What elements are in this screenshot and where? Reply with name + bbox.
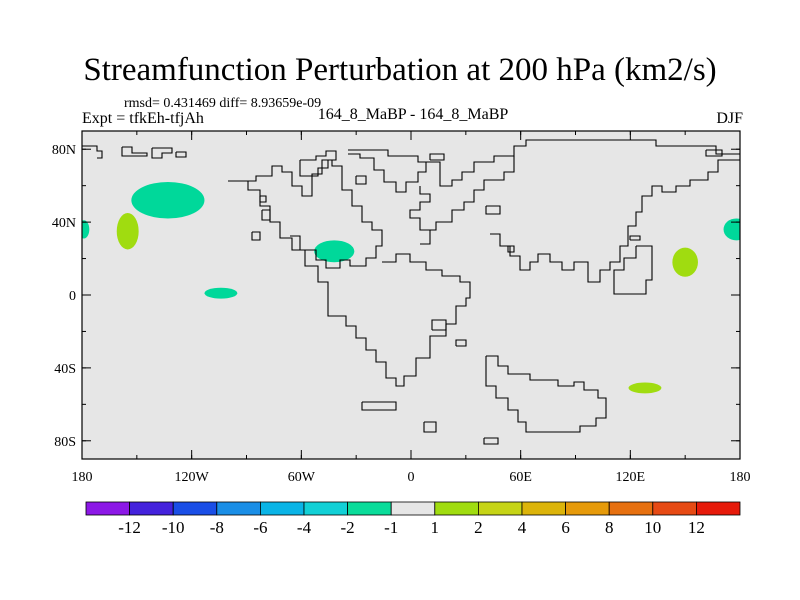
coastline-segment bbox=[82, 145, 103, 159]
colorbar-box bbox=[696, 501, 741, 516]
tick-layer bbox=[81, 131, 741, 459]
x-tick-label: 60W bbox=[288, 470, 316, 485]
case-label: 164_8_MaBP - 164_8_MaBP bbox=[317, 106, 509, 123]
coastline-segment bbox=[483, 437, 499, 445]
season-label: DJF bbox=[716, 110, 743, 127]
coastline-segment bbox=[299, 150, 337, 177]
colorbar-box bbox=[477, 501, 523, 516]
coastline-segment bbox=[121, 146, 148, 157]
coastline-segment bbox=[175, 151, 187, 158]
colorbar-box bbox=[347, 501, 392, 516]
colorbar-label: -10 bbox=[162, 518, 185, 537]
x-tick-label: 0 bbox=[408, 470, 415, 485]
coastline-segment bbox=[629, 235, 641, 241]
anomaly-e-edge-negative bbox=[723, 218, 740, 241]
coastline-segment bbox=[455, 339, 467, 347]
coastline-segment bbox=[705, 149, 723, 157]
colorbar-label: 12 bbox=[688, 518, 705, 537]
colorbar-box bbox=[565, 501, 610, 516]
coastline-segment bbox=[485, 205, 501, 215]
colorbar-box bbox=[608, 501, 654, 516]
coastline-segment bbox=[423, 421, 437, 433]
coastline-segment bbox=[261, 209, 271, 221]
coastlines bbox=[82, 139, 740, 445]
anomaly-nw-pacific-positive bbox=[672, 247, 698, 277]
colorbar-label: -8 bbox=[210, 518, 224, 537]
coastline-segment bbox=[507, 245, 515, 253]
colorbar-label: -1 bbox=[384, 518, 398, 537]
anomaly-w-pacific-positive bbox=[116, 213, 139, 250]
y-tick-label: 40S bbox=[54, 362, 76, 377]
anomaly-s-indian-ocean-positive bbox=[628, 382, 662, 394]
x-tick-label: 180 bbox=[730, 470, 751, 485]
y-tick-label: 80S bbox=[54, 435, 76, 450]
colorbar-box bbox=[652, 501, 697, 516]
coastline-segment bbox=[490, 159, 740, 283]
coastline-segment bbox=[613, 245, 653, 295]
colorbar-label: 8 bbox=[605, 518, 614, 537]
colorbar-box bbox=[216, 501, 261, 516]
colorbar-label: -4 bbox=[297, 518, 312, 537]
anomaly-n-pacific-negative bbox=[131, 182, 205, 219]
stats-text: rmsd= 0.431469 diff= 8.93659e-09 bbox=[124, 96, 322, 111]
anomaly-tropical-pacific-negative bbox=[204, 287, 238, 299]
colorbar-box bbox=[85, 501, 130, 516]
coastline-segment bbox=[420, 229, 431, 245]
coastline-segment bbox=[259, 195, 267, 203]
colorbar-label: -12 bbox=[118, 518, 141, 537]
coastline-segment bbox=[151, 147, 173, 159]
coastline-segment bbox=[348, 149, 427, 193]
x-tick-label: 120E bbox=[616, 470, 646, 485]
colorbar-label: 4 bbox=[518, 518, 527, 537]
coastline-segment bbox=[361, 401, 397, 411]
x-tick-label: 60E bbox=[509, 470, 532, 485]
coastline-segment bbox=[228, 180, 336, 317]
map-background bbox=[82, 131, 740, 459]
colorbar-label: 1 bbox=[431, 518, 440, 537]
colorbar-label: 6 bbox=[561, 518, 570, 537]
coastline-segment bbox=[426, 139, 740, 187]
tick-labels: 180 120W 60W 0 60E 120E 180 80N 40N 0 40S 80S bbox=[52, 143, 751, 485]
colorbar-box bbox=[521, 501, 566, 516]
colorbar-box bbox=[259, 501, 305, 516]
coastline-segment bbox=[429, 153, 445, 161]
coastline-segment bbox=[248, 159, 383, 269]
anomaly-w-edge-negative bbox=[82, 220, 90, 239]
experiment-label: Expt = tfkEh-tfjAh bbox=[82, 110, 204, 127]
y-tick-label: 40N bbox=[52, 216, 76, 231]
colorbar-box bbox=[172, 501, 218, 516]
colorbar-label: -2 bbox=[341, 518, 355, 537]
coastline-segment bbox=[336, 253, 471, 387]
coastline-segment bbox=[409, 156, 515, 231]
colorbar-label: 10 bbox=[644, 518, 661, 537]
coastline-segment bbox=[431, 319, 447, 331]
colorbar-box bbox=[434, 501, 479, 516]
anomaly-layer bbox=[82, 182, 740, 394]
coastline-segment bbox=[485, 355, 607, 433]
colorbar-box bbox=[129, 501, 174, 516]
x-tick-label: 120W bbox=[175, 470, 210, 485]
coastline-segment bbox=[355, 175, 367, 185]
x-tick-label: 180 bbox=[72, 470, 93, 485]
y-tick-label: 80N bbox=[52, 143, 76, 158]
y-tick-label: 0 bbox=[69, 289, 76, 304]
colorbar-box bbox=[303, 501, 348, 516]
colorbar: -12 -10 -8 -6 -4 -2 -1 1 2 4 6 8 10 12 bbox=[85, 501, 741, 537]
coastline-segment bbox=[251, 231, 261, 241]
colorbar-label: -6 bbox=[253, 518, 267, 537]
colorbar-box bbox=[390, 501, 436, 516]
anomaly-n-america-negative bbox=[314, 240, 355, 263]
colorbar-label: 2 bbox=[474, 518, 483, 537]
plot-title: Streamfunction Perturbation at 200 hPa (… bbox=[83, 52, 717, 88]
